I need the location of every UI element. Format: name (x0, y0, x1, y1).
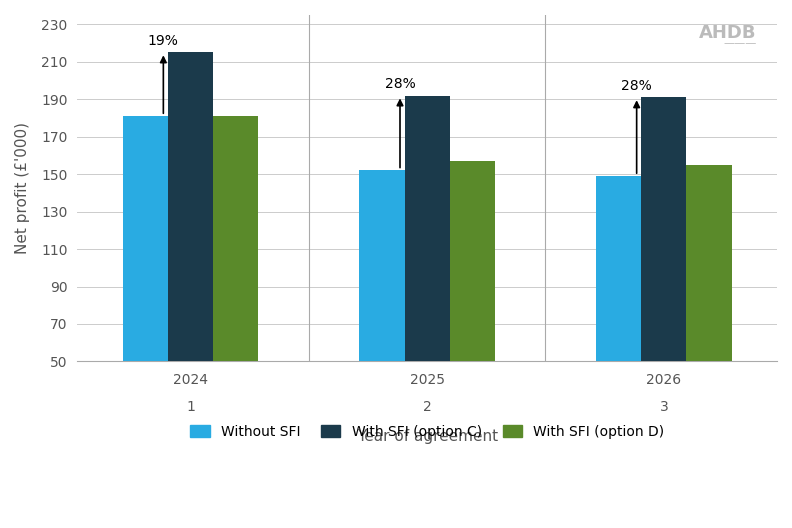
Bar (123, 116, 168, 455)
X-axis label: Year of agreement: Year of agreement (356, 429, 497, 444)
Bar (450, 161, 495, 455)
Bar (405, 96, 450, 455)
Text: ———: ——— (723, 39, 756, 49)
Text: AHDB: AHDB (699, 24, 756, 42)
Bar (213, 116, 258, 455)
Bar (360, 171, 405, 455)
Text: 28%: 28% (621, 79, 652, 93)
Bar (596, 176, 642, 455)
Text: 28%: 28% (385, 77, 415, 91)
Bar (168, 52, 213, 455)
Text: 3: 3 (660, 400, 668, 414)
Y-axis label: Net profit (£'000): Net profit (£'000) (15, 122, 30, 254)
Text: 19%: 19% (148, 34, 179, 48)
Bar (687, 165, 732, 455)
Bar (642, 97, 687, 455)
Text: 1: 1 (186, 400, 195, 414)
Text: 2: 2 (423, 400, 432, 414)
Legend: Without SFI, With SFI (option C), With SFI (option D): Without SFI, With SFI (option C), With S… (185, 419, 670, 445)
